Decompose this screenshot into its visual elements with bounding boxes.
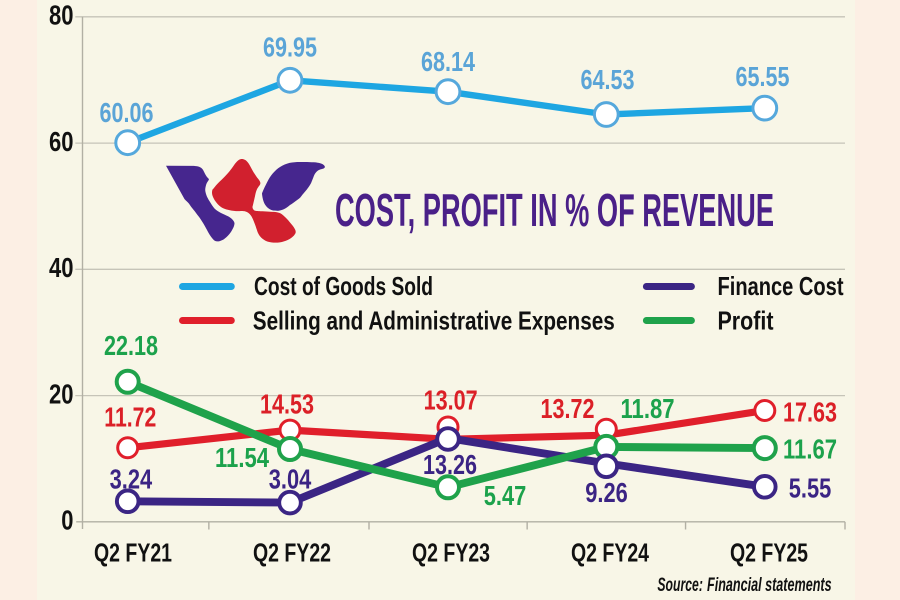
svg-text:68.14: 68.14 bbox=[421, 46, 475, 77]
svg-text:Q2 FY22: Q2 FY22 bbox=[253, 538, 331, 568]
svg-text:9.26: 9.26 bbox=[585, 477, 628, 508]
svg-text:13.72: 13.72 bbox=[541, 393, 595, 424]
svg-text:5.55: 5.55 bbox=[789, 473, 832, 504]
svg-text:80: 80 bbox=[49, 0, 74, 30]
svg-text:Cost of Goods Sold: Cost of Goods Sold bbox=[254, 271, 433, 301]
svg-text:14.53: 14.53 bbox=[260, 389, 314, 420]
svg-text:65.55: 65.55 bbox=[736, 61, 790, 92]
svg-text:Q2 FY25: Q2 FY25 bbox=[730, 538, 808, 568]
svg-text:64.53: 64.53 bbox=[581, 64, 635, 95]
svg-text:40: 40 bbox=[49, 252, 74, 283]
svg-text:Q2 FY21: Q2 FY21 bbox=[94, 538, 172, 568]
svg-text:Profit: Profit bbox=[718, 306, 774, 336]
svg-text:Selling and Administrative Exp: Selling and Administrative Expenses bbox=[253, 306, 615, 336]
svg-text:11.54: 11.54 bbox=[215, 442, 269, 473]
svg-text:11.72: 11.72 bbox=[104, 401, 156, 432]
svg-text:COST, PROFIT IN % OF REVENUE: COST, PROFIT IN % OF REVENUE bbox=[335, 184, 774, 236]
svg-text:3.24: 3.24 bbox=[110, 464, 153, 495]
svg-text:Financial statements: Financial statements bbox=[707, 575, 832, 596]
svg-text:Q2 FY24: Q2 FY24 bbox=[571, 538, 649, 568]
svg-text:13.26: 13.26 bbox=[423, 449, 477, 480]
svg-text:11.87: 11.87 bbox=[621, 393, 675, 424]
svg-text:Finance Cost: Finance Cost bbox=[718, 271, 844, 301]
svg-text:69.95: 69.95 bbox=[263, 32, 317, 63]
svg-text:3.04: 3.04 bbox=[269, 464, 312, 495]
svg-text:60: 60 bbox=[49, 126, 74, 157]
svg-text:Source:: Source: bbox=[657, 575, 703, 596]
svg-text:17.63: 17.63 bbox=[783, 397, 837, 428]
svg-text:11.67: 11.67 bbox=[783, 434, 837, 465]
svg-text:20: 20 bbox=[49, 378, 74, 409]
svg-text:0: 0 bbox=[61, 505, 73, 536]
svg-text:13.07: 13.07 bbox=[424, 384, 478, 415]
svg-text:22.18: 22.18 bbox=[104, 330, 158, 361]
svg-text:5.47: 5.47 bbox=[484, 480, 527, 511]
svg-text:Q2 FY23: Q2 FY23 bbox=[412, 538, 490, 568]
svg-text:60.06: 60.06 bbox=[100, 97, 154, 128]
